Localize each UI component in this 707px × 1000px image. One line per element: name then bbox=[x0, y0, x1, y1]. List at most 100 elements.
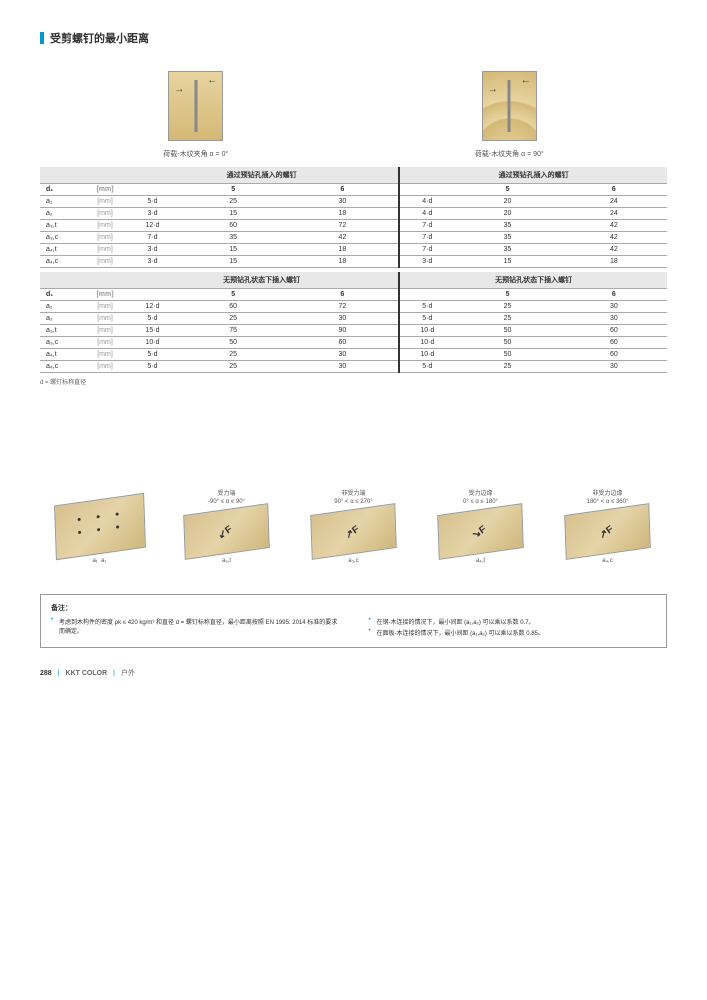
row-label: a₁ bbox=[40, 196, 85, 208]
arrow-right-icon: → bbox=[174, 84, 184, 95]
row-unit: [mm] bbox=[85, 208, 125, 220]
page-footer: 288 | KKT COLOR | 户外 bbox=[40, 668, 667, 678]
cell: 30 bbox=[561, 361, 667, 373]
loaded-edge-diagram: 受力边缘 0° ≤ α ≤ 180° ↘F a₄,t bbox=[421, 488, 540, 564]
row-label: a₄,t bbox=[40, 244, 85, 256]
cell: 60 bbox=[286, 337, 399, 349]
cell: 15 bbox=[180, 208, 286, 220]
table-no-predrill: 无预钻孔状态下插入螺钉 无预钻孔状态下插入螺钉 d₁ [mm] 5 6 5 6 … bbox=[40, 272, 667, 373]
cell: 18 bbox=[286, 244, 399, 256]
cell: 4·d bbox=[399, 208, 454, 220]
diagram-right-caption: 荷载-木纹夹角 α = 90° bbox=[475, 149, 544, 159]
table-footnote: d = 螺钉标称直径 bbox=[40, 377, 667, 386]
row-unit: [mm] bbox=[85, 196, 125, 208]
cell: 72 bbox=[286, 301, 399, 313]
cell: 15·d bbox=[125, 325, 180, 337]
row-label: a₃,t bbox=[40, 220, 85, 232]
cell: 15 bbox=[180, 244, 286, 256]
table-row: a₄,t[mm]5·d253010·d5060 bbox=[40, 349, 667, 361]
cell: 35 bbox=[180, 232, 286, 244]
arrow-right-icon: → bbox=[488, 84, 498, 95]
cell: 5·d bbox=[125, 361, 180, 373]
row-unit: [mm] bbox=[85, 301, 125, 313]
unloaded-edge-diagram: 非受力边缘 180° < α ≤ 360° ↗F a₄,c bbox=[548, 488, 667, 564]
table-row: a₂[mm]3·d15184·d2024 bbox=[40, 208, 667, 220]
cell: 10·d bbox=[399, 325, 454, 337]
cell: 18 bbox=[286, 256, 399, 268]
cell: 5·d bbox=[125, 349, 180, 361]
table-row: a₄,c[mm]5·d25305·d2530 bbox=[40, 361, 667, 373]
unloaded-end-diagram: 非受力端 90° < α ≤ 270° ↗F a₃,c bbox=[294, 488, 413, 564]
wood-block-icon bbox=[54, 493, 146, 560]
wood-screw-diagram-90: ← → bbox=[482, 71, 537, 141]
table2-header-left: 无预钻孔状态下插入螺钉 bbox=[125, 272, 399, 289]
table-row: a₂[mm]5·d25305·d2530 bbox=[40, 313, 667, 325]
cell: 60 bbox=[561, 337, 667, 349]
cell: 5·d bbox=[399, 313, 454, 325]
row-unit: [mm] bbox=[85, 337, 125, 349]
table2-header: 无预钻孔状态下插入螺钉 无预钻孔状态下插入螺钉 bbox=[40, 272, 667, 289]
table-row: a₄,c[mm]3·d15183·d1518 bbox=[40, 256, 667, 268]
notes-left: 考虑到木构件的密度 ρk ≤ 420 kg/m³ 和直径 d = 螺钉标称直径，… bbox=[51, 617, 339, 639]
diagram-right: ← → 荷载-木纹夹角 α = 90° bbox=[475, 71, 544, 159]
row-label: a₃,t bbox=[40, 325, 85, 337]
row-label: a₃,c bbox=[40, 232, 85, 244]
cell: 25 bbox=[454, 313, 560, 325]
cell: 50 bbox=[454, 325, 560, 337]
cell: 5·d bbox=[399, 361, 454, 373]
row-label: a₁ bbox=[40, 301, 85, 313]
row-unit: [mm] bbox=[85, 244, 125, 256]
cell: 5·d bbox=[399, 301, 454, 313]
cell: 42 bbox=[561, 232, 667, 244]
cell: 20 bbox=[454, 196, 560, 208]
table2-dim-row: d₁ [mm] 5 6 5 6 bbox=[40, 289, 667, 301]
cell: 25 bbox=[454, 361, 560, 373]
arrow-left-icon: ← bbox=[207, 75, 217, 86]
table2-header-right: 无预钻孔状态下插入螺钉 bbox=[399, 272, 667, 289]
cell: 24 bbox=[561, 208, 667, 220]
header-accent bbox=[40, 32, 44, 44]
cell: 30 bbox=[286, 313, 399, 325]
page-header: 受剪螺钉的最小距离 bbox=[40, 30, 667, 46]
row-unit: [mm] bbox=[85, 256, 125, 268]
footer-sep: | bbox=[58, 670, 60, 677]
table1-dim-row: d₁ [mm] 5 6 5 6 bbox=[40, 184, 667, 196]
wood-block-icon: ↘F bbox=[437, 503, 524, 560]
cell: 18 bbox=[286, 208, 399, 220]
page-title: 受剪螺钉的最小距离 bbox=[50, 30, 149, 46]
cell: 35 bbox=[454, 232, 560, 244]
cell: 72 bbox=[286, 220, 399, 232]
cell: 60 bbox=[561, 325, 667, 337]
cell: 25 bbox=[180, 361, 286, 373]
cell: 3·d bbox=[125, 208, 180, 220]
notes-title: 备注： bbox=[51, 603, 656, 613]
wood-block-icon: ↗F bbox=[310, 503, 397, 560]
cell: 35 bbox=[454, 244, 560, 256]
cell: 7·d bbox=[399, 232, 454, 244]
row-label: a₄,c bbox=[40, 256, 85, 268]
cell: 5·d bbox=[125, 196, 180, 208]
cell: 12·d bbox=[125, 301, 180, 313]
loaded-end-diagram: 受力端 -90° ≤ α ≤ 90° ↙F a₃,t bbox=[167, 488, 286, 564]
row-label: a₃,c bbox=[40, 337, 85, 349]
row-unit: [mm] bbox=[85, 232, 125, 244]
spacing-diagram: a₁ a₁ bbox=[40, 481, 159, 564]
cell: 25 bbox=[180, 313, 286, 325]
diagram-left: ← → 荷载-木纹夹角 α = 0° bbox=[163, 71, 228, 159]
footer-brand: KKT COLOR bbox=[66, 670, 108, 677]
cell: 35 bbox=[454, 220, 560, 232]
row-label: a₂ bbox=[40, 208, 85, 220]
cell: 30 bbox=[286, 361, 399, 373]
cell: 50 bbox=[454, 337, 560, 349]
cell: 7·d bbox=[399, 244, 454, 256]
note-item: 在面板-木连接的情况下，最小间距 (a₁,a₂) 可以乘以系数 0.85。 bbox=[369, 628, 657, 637]
cell: 3·d bbox=[125, 256, 180, 268]
table-row: a₁[mm]5·d25304·d2024 bbox=[40, 196, 667, 208]
footer-sep: | bbox=[113, 670, 115, 677]
cell: 20 bbox=[454, 208, 560, 220]
cell: 60 bbox=[180, 220, 286, 232]
cell: 42 bbox=[286, 232, 399, 244]
arrow-left-icon: ← bbox=[521, 75, 531, 86]
cell: 10·d bbox=[125, 337, 180, 349]
cell: 30 bbox=[561, 301, 667, 313]
